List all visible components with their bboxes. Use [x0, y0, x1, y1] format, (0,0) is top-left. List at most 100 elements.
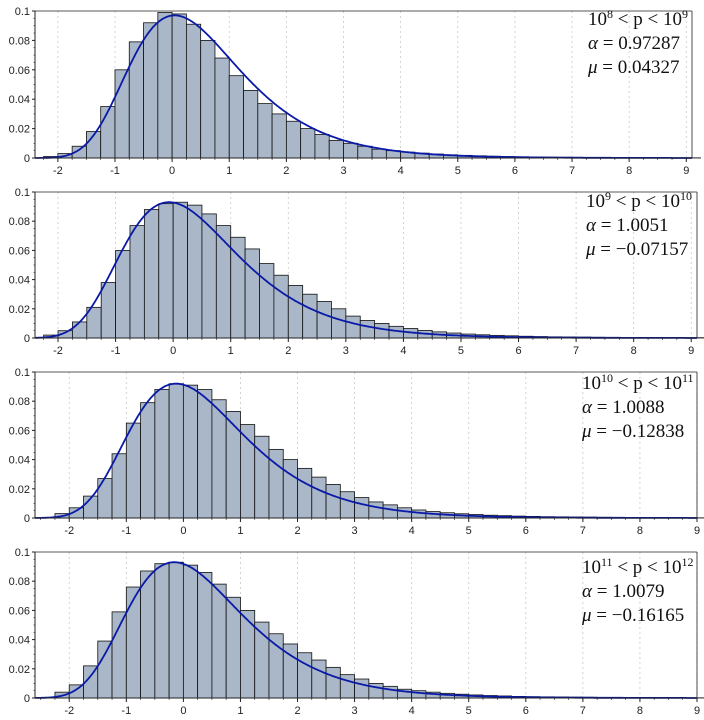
c3-bar-9: [182, 384, 199, 519]
c1-xtick-label-3: 1: [226, 165, 232, 177]
c3-ytick-label-2: 0.04: [9, 455, 30, 467]
c2-bar-17: [287, 285, 304, 339]
c2-bar-16: [273, 274, 289, 339]
c4-xtick-label-11: 9: [694, 705, 700, 717]
c3-bar-23: [382, 504, 398, 519]
c4-ytick-label-2: 0.04: [9, 635, 30, 647]
c2-bar-2: [72, 321, 88, 339]
c3-ytick-label-4: 0.08: [9, 396, 30, 408]
c1-ytick-label-4: 0.08: [9, 35, 30, 47]
c4-bar-19: [325, 666, 341, 699]
c3-bar-18: [311, 476, 327, 519]
c4-bar-15: [268, 633, 284, 699]
c4-ytick-label-1: 0.02: [9, 664, 30, 676]
c3-xtick-label-2: 0: [180, 525, 186, 537]
c1-xtick-label-6: 4: [398, 165, 404, 177]
c3-bar-10: [197, 389, 213, 519]
c1-xtick-label-0: -2: [53, 165, 63, 177]
c1-bar-16: [271, 113, 287, 159]
chart-3-legend: 1010 < p < 1011 α = 1.0088 μ = −0.12838: [582, 372, 694, 444]
c4-bar-12: [225, 596, 241, 699]
c2-bar-18: [302, 293, 318, 339]
c4-xtick-label-2: 0: [180, 705, 186, 717]
c4-xtick-label-9: 7: [580, 705, 586, 717]
c3-ytick-label-3: 0.06: [9, 425, 30, 437]
c2-ytick-label-3: 0.06: [9, 245, 30, 257]
c2-bar-8: [158, 203, 174, 339]
c2-xtick-label-1: -1: [111, 345, 121, 357]
c1-bar-7: [143, 22, 159, 159]
chart-4-mu: μ = −0.16165: [582, 605, 685, 626]
c2-bar-7: [143, 209, 160, 339]
c1-bar-11: [200, 40, 216, 159]
c2-bar-5: [115, 250, 131, 339]
chart-1-svg: 0 0.02 0.04 0.06 0.08 0.1 -2 -1 0 1 2 3 4 5 6 7 8 9: [9, 6, 701, 177]
c2-bar-15: [259, 263, 275, 339]
c1-ytick-label-3: 0.06: [9, 65, 30, 77]
c1-bar-4: [100, 106, 116, 159]
c4-xtick-label-8: 6: [523, 705, 529, 717]
chart-3-range: 1010 < p < 1011: [582, 371, 694, 394]
c4-xtick-label-4: 2: [294, 705, 300, 717]
chart-2-mu: μ = −0.07157: [586, 239, 689, 260]
c3-bar-4: [111, 453, 127, 519]
c3-bar-11: [211, 399, 227, 519]
chart-panel-2: 0 0.02 0.04 0.06 0.08 0.1 -2 -1 0 1 2 3 4 5 6 7 8 9 109 <…: [0, 180, 704, 360]
c3-bar-5: [125, 422, 141, 519]
c3-bar-19: [325, 484, 341, 519]
c1-ytick-label-2: 0.04: [9, 94, 30, 106]
c2-bar-21: [345, 315, 361, 339]
c2-bar-12: [215, 225, 232, 339]
c1-bar-19: [314, 134, 330, 159]
c1-xtick-label-5: 3: [340, 165, 346, 177]
c2-bar-6: [129, 225, 145, 339]
c2-xtick-label-7: 5: [458, 345, 464, 357]
c2-bar-13: [230, 236, 246, 339]
c1-xtick-label-4: 2: [283, 165, 289, 177]
c4-bar-5: [125, 586, 141, 699]
c4-xtick-label-3: 1: [237, 705, 243, 717]
c3-bar-22: [368, 501, 384, 519]
c4-xtick-label-5: 3: [352, 705, 358, 717]
chart-3-svg: 0 0.02 0.04 0.06 0.08 0.1 -2 -1 0 1 2 3 4 5 6 7 8 9: [9, 367, 704, 537]
c4-ytick-label-4: 0.08: [9, 576, 30, 588]
c1-xtick-label-11: 9: [683, 165, 689, 177]
c4-bar-10: [197, 572, 213, 699]
chart-1-legend: 108 < p < 109 α = 0.97287 μ = 0.04327: [588, 8, 688, 80]
c4-bar-8: [168, 561, 184, 699]
c2-xtick-label-3: 1: [228, 345, 234, 357]
c3-xtick-label-5: 3: [352, 525, 358, 537]
c2-bar-14: [244, 248, 260, 339]
chart-4-svg: 0 0.02 0.04 0.06 0.08 0.1 -2 -1 0 1 2 3 4 5 6 7 8 9: [9, 547, 704, 717]
c2-ytick-label-0: 0: [24, 333, 30, 345]
c3-bar-16: [282, 459, 298, 519]
chart-panel-1: 0 0.02 0.04 0.06 0.08 0.1 -2 -1 0 1 2 3 4 5 6 7 8 9 108 <…: [0, 0, 704, 180]
c1-bar-14: [243, 89, 259, 159]
c3-bar-6: [140, 402, 156, 519]
c3-bar-21: [354, 497, 370, 519]
c2-bar-19: [316, 301, 332, 339]
c3-xtick-label-3: 1: [237, 525, 243, 537]
c4-bar-21: [354, 678, 370, 699]
c4-bar-4: [111, 611, 127, 699]
c1-bar-15: [257, 103, 273, 159]
c2-ytick-label-4: 0.08: [9, 216, 30, 228]
chart-2-alpha: α = 1.0051: [586, 215, 669, 236]
chart-2-range: 109 < p < 1010: [586, 189, 692, 212]
c1-bar-6: [128, 41, 144, 159]
c4-bar-3: [97, 640, 113, 699]
chart-panel-4: 0 0.02 0.04 0.06 0.08 0.1 -2 -1 0 1 2 3 4 5 6 7 8 9 1011 …: [0, 540, 704, 720]
c3-ytick-label-1: 0.02: [9, 484, 30, 496]
c1-bar-12: [214, 57, 230, 159]
c1-bar-22: [357, 145, 373, 159]
c4-ytick-label-0: 0: [24, 693, 30, 705]
c1-ytick-label-5: 0.1: [15, 6, 30, 18]
c3-xtick-label-8: 6: [523, 525, 529, 537]
c1-bar-17: [285, 120, 302, 159]
chart-4-legend: 1011 < p < 1012 α = 1.0079 μ = −0.16165: [582, 556, 694, 628]
c3-bar-24: [396, 507, 413, 519]
chart-4-alpha: α = 1.0079: [582, 581, 665, 602]
c4-bar-6: [140, 570, 156, 699]
c4-bar-13: [240, 610, 256, 699]
c2-xtick-label-8: 6: [515, 345, 521, 357]
